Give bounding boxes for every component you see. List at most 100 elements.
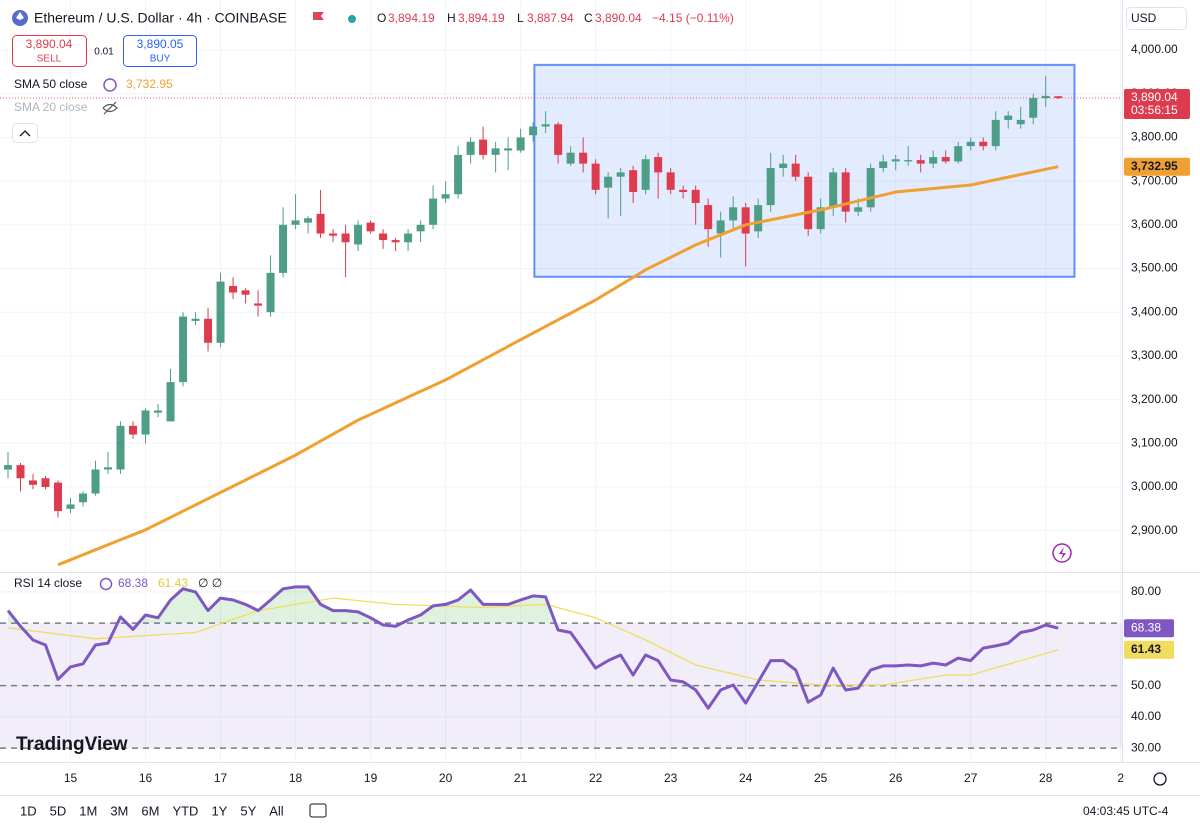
- candle-body: [41, 478, 50, 487]
- y-tick-label: 3,200.00: [1131, 392, 1178, 406]
- x-tick-label: 21: [514, 771, 528, 785]
- settings-icon[interactable]: [1153, 772, 1167, 786]
- range-button[interactable]: 1D: [20, 803, 37, 818]
- candle-body: [541, 124, 550, 127]
- candle-body: [729, 207, 738, 221]
- rsi-legend-extra: ∅ ∅: [198, 576, 222, 590]
- ohlc-label: O: [377, 11, 386, 25]
- brand-logo: TradingView: [16, 734, 128, 755]
- countdown-label: 03:56:15: [1131, 103, 1178, 117]
- currency-button[interactable]: [1126, 7, 1187, 30]
- candle-body: [816, 207, 825, 230]
- y-tick-label: 30.00: [1131, 740, 1161, 754]
- candle-body: [1004, 115, 1013, 120]
- candle-body: [416, 224, 425, 232]
- sma-line: [57, 165, 1059, 567]
- candle-body: [966, 141, 975, 147]
- candle-body: [891, 159, 900, 162]
- rectangle-drawing: [533, 63, 1076, 278]
- x-tick-label: 16: [139, 771, 153, 785]
- range-button[interactable]: 1Y: [211, 803, 227, 818]
- collapse-button[interactable]: [12, 123, 38, 143]
- sma-price-label: 3,732.95: [1131, 159, 1178, 173]
- candle-body: [666, 172, 675, 190]
- candle-body: [29, 480, 38, 485]
- candle-body: [766, 167, 775, 206]
- candle-body: [54, 482, 63, 512]
- y-tick-label: 3,500.00: [1131, 261, 1178, 275]
- candle-body: [791, 163, 800, 177]
- x-tick-label: 26: [889, 771, 903, 785]
- candle-body: [779, 163, 788, 168]
- x-tick-label: 17: [214, 771, 228, 785]
- range-button[interactable]: 5Y: [240, 803, 256, 818]
- y-tick-label: 3,600.00: [1131, 217, 1178, 231]
- refresh-icon[interactable]: [103, 78, 117, 92]
- range-button[interactable]: 1M: [79, 803, 97, 818]
- candle-body: [491, 148, 500, 155]
- candle-body: [704, 205, 713, 230]
- flag-icon[interactable]: [313, 12, 324, 20]
- y-tick-label: 80.00: [1131, 584, 1161, 598]
- candle-body: [554, 124, 563, 155]
- candle-body: [979, 141, 988, 147]
- x-tick-label: 18: [289, 771, 303, 785]
- candle-body: [141, 410, 150, 435]
- candle-body: [879, 161, 888, 168]
- last-price-tag: [1124, 89, 1190, 120]
- range-button[interactable]: 5D: [50, 803, 67, 818]
- candle-body: [604, 176, 613, 188]
- date-range-icon[interactable]: [309, 803, 327, 818]
- candle-body: [104, 467, 113, 470]
- indicator-value: 3,732.95: [126, 77, 173, 91]
- candle-body: [854, 207, 863, 212]
- candle-body: [466, 141, 475, 155]
- candle-body: [841, 172, 850, 212]
- candle-body: [354, 224, 363, 245]
- candle-body: [954, 146, 963, 162]
- candle-body: [991, 119, 1000, 147]
- candle-body: [391, 240, 400, 243]
- candle-body: [804, 176, 813, 230]
- buy-price: 3,890.05: [137, 37, 184, 51]
- candle-body: [691, 189, 700, 203]
- candle-body: [179, 316, 188, 383]
- y-tick-label: 2,900.00: [1131, 523, 1178, 537]
- rsi-value-tag: [1124, 640, 1174, 659]
- rsi-legend-value: 68.38: [118, 576, 148, 590]
- y-tick-label: 3,000.00: [1131, 479, 1178, 493]
- x-tick-label: 27: [964, 771, 978, 785]
- y-tick-label: 3,400.00: [1131, 304, 1178, 318]
- candle-body: [404, 233, 413, 243]
- candle-body: [679, 189, 688, 193]
- symbol-icon-glyph: [16, 12, 24, 20]
- candle-body: [629, 170, 638, 193]
- candle-body: [591, 163, 600, 190]
- hidden-eye-icon[interactable]: [102, 101, 118, 115]
- candle-body: [66, 504, 75, 509]
- range-button[interactable]: 3M: [110, 803, 128, 818]
- candle-body: [866, 167, 875, 208]
- buy-button[interactable]: [123, 35, 197, 67]
- candle-body: [166, 382, 175, 422]
- candle-body: [216, 281, 225, 343]
- y-tick-label: 3,300.00: [1131, 348, 1178, 362]
- refresh-icon[interactable]: [99, 577, 113, 591]
- x-tick-label: 24: [739, 771, 753, 785]
- sell-label: SELL: [37, 54, 62, 65]
- candle-body: [229, 285, 238, 293]
- candle-body: [754, 205, 763, 232]
- x-tick-label: 23: [664, 771, 678, 785]
- lightning-icon[interactable]: [1052, 543, 1072, 563]
- candle-body: [566, 152, 575, 164]
- candle-body: [479, 139, 488, 155]
- sell-button[interactable]: [12, 35, 87, 67]
- range-button[interactable]: All: [269, 803, 284, 818]
- candle-body: [379, 233, 388, 241]
- range-button[interactable]: 6M: [141, 803, 159, 818]
- candle-body: [204, 318, 213, 343]
- indicator-legend-hidden: SMA 20 close: [14, 100, 88, 114]
- candle-body: [316, 213, 325, 234]
- range-button[interactable]: YTD: [172, 803, 198, 818]
